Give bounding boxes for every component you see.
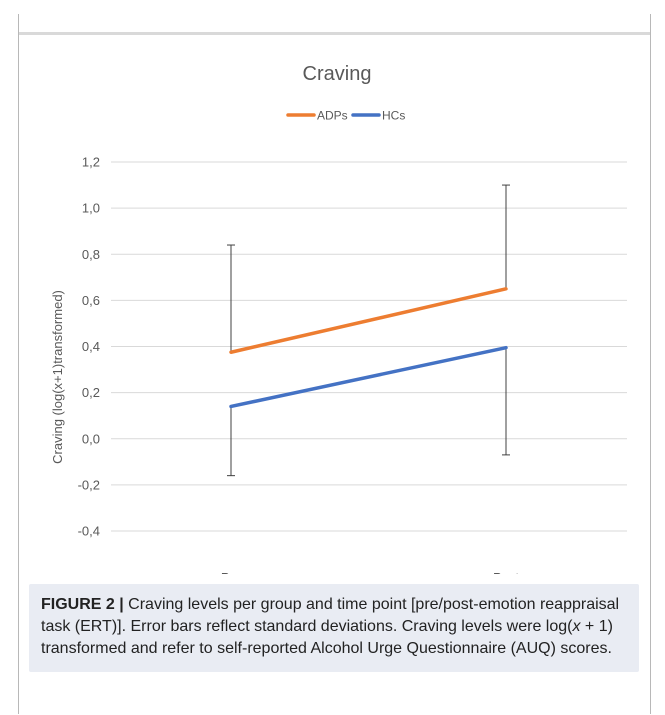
y-tick-label: 1,0 [82,201,100,216]
series-line-adps [229,287,508,355]
error-bars [227,184,510,477]
chart-title: Craving [303,63,372,85]
figure-caption: FIGURE 2 | Craving levels per group and … [29,584,639,672]
y-tick-labels: -0,4 -0,2 0,0 0,2 0,4 0,6 0,8 1,0 1,2 [78,155,100,539]
legend-label-adps: ADPs [317,109,348,123]
series-lines [229,287,508,409]
y-tick-label: 0,0 [82,431,100,446]
y-axis-label: Craving (log(x+1)transformed) [50,290,65,464]
caption-text-part-2: + 1) transformed and refer to self-repor… [41,618,613,657]
legend-label-hcs: HCs [382,109,405,123]
top-rule [19,32,650,35]
y-tick-label: 0,4 [82,339,100,354]
legend: ADPs HCs [286,109,405,123]
caption-variable-x: x [572,618,581,635]
y-tick-label: -0,4 [78,524,100,539]
series-line-hcs [229,345,508,409]
y-tick-label: 0,2 [82,385,100,400]
x-tick-label: Pre [221,570,241,574]
figure-frame: Craving ADPs HCs -0,4 -0,2 0,0 0,2 0,4 0,6 0,8 1… [18,14,651,714]
y-tick-label: 1,2 [82,155,100,170]
caption-label: FIGURE 2 | [41,596,124,613]
y-tick-label: 0,8 [82,247,100,262]
x-tick-labels: Pre Post [221,570,520,574]
y-tick-label: -0,2 [78,477,100,492]
x-tick-label: Post [493,570,519,574]
craving-chart: Craving ADPs HCs -0,4 -0,2 0,0 0,2 0,4 0,6 0,8 1… [50,63,627,574]
y-tick-label: 0,6 [82,293,100,308]
caption-text-part-1: Craving levels per group and time point … [41,596,620,635]
gridlines [111,161,627,532]
